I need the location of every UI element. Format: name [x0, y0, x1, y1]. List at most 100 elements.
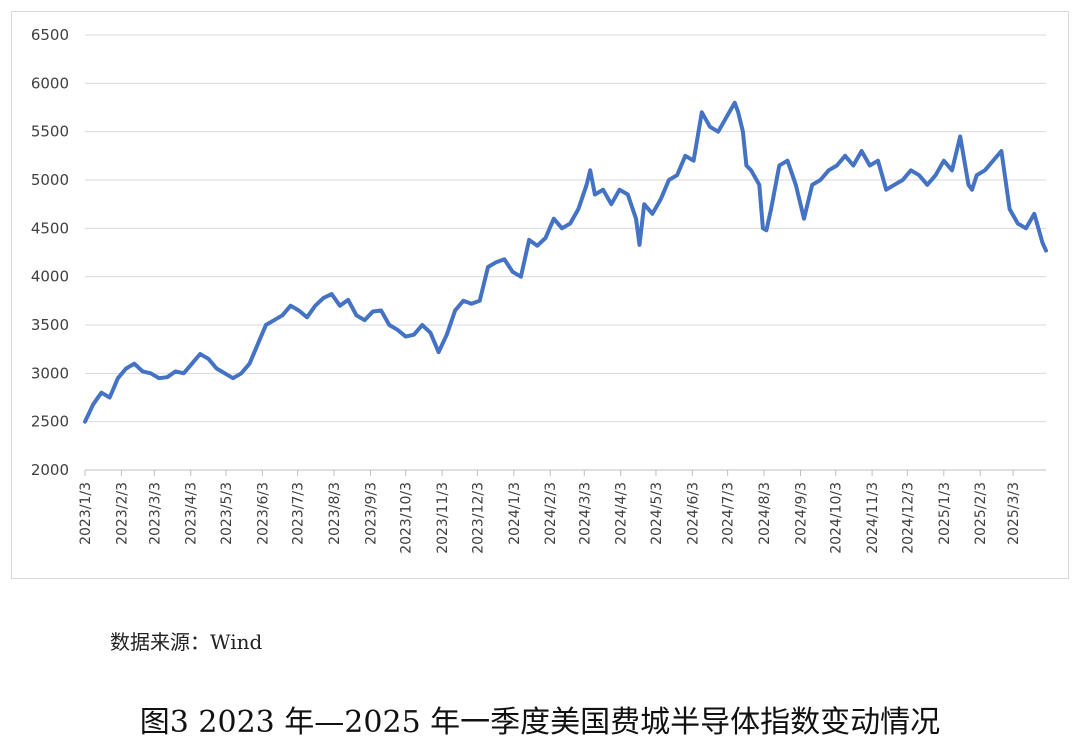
data-point — [959, 135, 961, 138]
data-point — [215, 367, 218, 370]
data-point — [643, 203, 645, 205]
data-point — [125, 367, 127, 370]
data-point — [281, 314, 284, 317]
data-point — [750, 169, 752, 172]
data-point — [860, 150, 863, 152]
data-point — [446, 333, 448, 336]
data-point — [404, 335, 407, 338]
series-line — [83, 100, 1048, 424]
x-tick-label: 2025/1/3 — [937, 482, 953, 545]
x-tick-label: 2024/9/3 — [793, 482, 809, 545]
data-point — [1045, 249, 1047, 252]
data-point — [733, 101, 736, 104]
figure-caption: 图3 2023 年—2025 年一季度美国费城半导体指数变动情况 — [139, 705, 941, 740]
x-tick-label: 2024/3/3 — [577, 482, 593, 545]
data-point — [380, 309, 382, 312]
data-point — [520, 275, 522, 278]
data-point — [725, 116, 728, 118]
x-tick-label: 2023/6/3 — [255, 482, 271, 545]
y-tick-label: 3000 — [31, 364, 69, 382]
data-point — [1000, 150, 1003, 152]
x-tick-label: 2023/12/3 — [470, 482, 486, 554]
data-point — [182, 372, 185, 375]
data-point — [971, 188, 973, 191]
data-point — [561, 227, 563, 230]
x-tick-label: 2024/1/3 — [507, 482, 523, 545]
data-point — [421, 324, 424, 326]
y-tick-label: 5000 — [31, 171, 69, 189]
data-point — [992, 159, 994, 162]
data-point — [745, 164, 748, 167]
data-point — [885, 188, 887, 191]
data-point — [717, 130, 719, 133]
data-point — [651, 213, 654, 215]
data-point — [692, 159, 695, 162]
data-point — [827, 169, 830, 172]
data-point — [536, 244, 539, 247]
x-tick-label: 2024/4/3 — [614, 482, 630, 545]
data-point — [413, 333, 415, 336]
data-point — [610, 203, 613, 205]
x-tick-label: 2025/2/3 — [973, 482, 989, 545]
data-point — [910, 169, 912, 172]
data-point — [1033, 213, 1036, 215]
x-tick-label: 2023/11/3 — [435, 482, 451, 554]
data-point — [265, 324, 267, 326]
x-tick-label: 2024/5/3 — [649, 482, 665, 545]
data-point — [967, 184, 970, 186]
data-point — [577, 208, 580, 210]
data-point — [355, 314, 358, 317]
data-point — [758, 184, 761, 186]
data-point — [429, 331, 432, 334]
data-point — [684, 155, 687, 157]
data-point — [158, 377, 160, 380]
data-point — [869, 164, 871, 167]
series-layer — [83, 100, 1048, 424]
data-point — [765, 229, 768, 232]
x-tick-label: 2023/10/3 — [399, 482, 415, 554]
data-point — [544, 237, 547, 239]
x-tick-label: 2024/2/3 — [543, 482, 559, 545]
data-point — [256, 343, 259, 346]
data-point — [199, 353, 201, 355]
data-point — [363, 319, 366, 322]
data-point — [289, 304, 292, 307]
data-point — [737, 111, 739, 114]
data-point — [166, 376, 168, 379]
data-point — [659, 198, 662, 201]
data-point — [314, 304, 317, 307]
y-tick-label: 6000 — [31, 74, 69, 92]
data-point — [462, 300, 465, 302]
y-tick-label: 2500 — [31, 413, 69, 431]
data-point — [1025, 227, 1027, 230]
x-tick-label: 2024/8/3 — [757, 482, 773, 545]
data-point — [240, 372, 243, 375]
data-point — [174, 370, 177, 373]
data-point — [396, 329, 399, 331]
data-point — [117, 377, 119, 380]
data-point — [347, 299, 350, 301]
gridlines — [85, 34, 1046, 471]
data-point — [248, 362, 251, 365]
data-point — [589, 169, 591, 172]
data-point — [487, 266, 489, 268]
data-point — [770, 208, 772, 210]
data-point — [84, 420, 86, 423]
x-tick-label: 2024/12/3 — [900, 482, 916, 554]
data-point — [437, 351, 440, 353]
data-point — [470, 302, 473, 305]
x-tick-label: 2023/2/3 — [114, 482, 130, 545]
data-point — [594, 193, 596, 196]
data-point — [786, 159, 789, 162]
data-point — [762, 227, 764, 230]
data-point — [207, 358, 210, 360]
data-point — [638, 244, 641, 246]
data-point — [778, 164, 781, 167]
data-point — [1008, 208, 1011, 210]
data-point — [635, 217, 637, 220]
data-point — [133, 362, 136, 365]
y-tick-label: 2000 — [31, 461, 69, 479]
x-tick-label: 2023/5/3 — [219, 482, 235, 545]
data-point — [934, 174, 937, 176]
data-point — [819, 179, 822, 181]
